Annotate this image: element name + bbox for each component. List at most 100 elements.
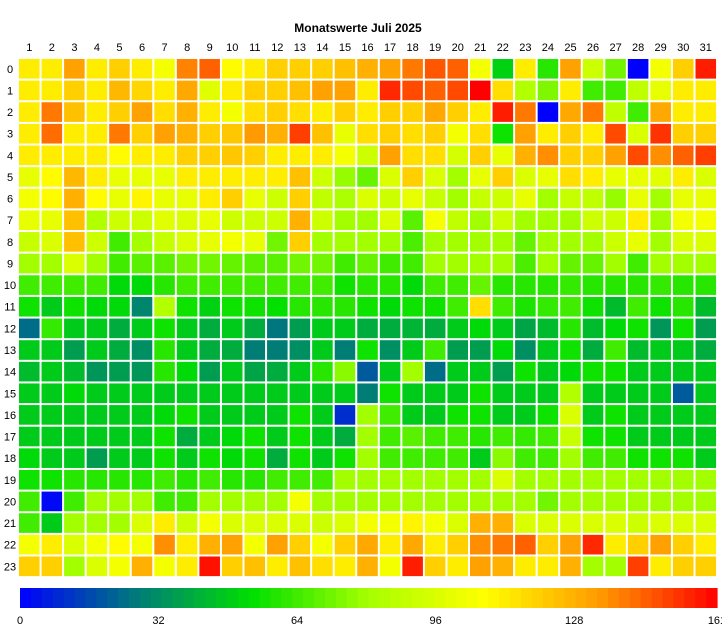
heatmap-cell: [131, 210, 153, 231]
heatmap-cell: [470, 102, 491, 122]
colorbar-segment: [564, 588, 577, 608]
heatmap-cell: [131, 405, 153, 425]
heatmap-cell: [221, 361, 243, 382]
heatmap-cell: [221, 448, 243, 468]
heatmap-cell: [402, 296, 423, 317]
heatmap-cell: [41, 232, 63, 252]
heatmap-cell: [267, 340, 288, 360]
heatmap-cell: [560, 80, 581, 101]
heatmap-cell: [19, 513, 40, 533]
heatmap-cell: [176, 534, 198, 555]
heatmap-cell: [289, 296, 311, 317]
heatmap-cell: [176, 556, 198, 577]
heatmap-cell: [537, 361, 559, 382]
heatmap-cell: [86, 210, 108, 231]
heatmap-cell: [41, 275, 63, 295]
heatmap-cell: [289, 448, 311, 468]
x-tick-label: 16: [361, 42, 373, 54]
heatmap-cell: [379, 167, 401, 187]
heatmap-cell: [199, 232, 220, 252]
colorbar-segment: [128, 588, 141, 608]
heatmap-cell: [86, 491, 108, 512]
heatmap-cell: [267, 361, 288, 382]
heatmap-cell: [650, 534, 671, 555]
heatmap-cell: [109, 405, 130, 425]
heatmap-cell: [492, 232, 514, 252]
heatmap-cell: [267, 383, 288, 404]
heatmap-cell: [86, 340, 108, 360]
heatmap-cell: [582, 80, 604, 101]
heatmap-cell: [672, 426, 694, 447]
heatmap-cell: [672, 275, 694, 295]
heatmap-cell: [537, 318, 559, 339]
colorbar-segment: [314, 588, 326, 608]
heatmap-cell: [379, 296, 401, 317]
heatmap-cell: [560, 340, 581, 360]
heatmap-cell: [605, 556, 626, 577]
x-tick-label: 15: [339, 42, 351, 54]
heatmap-cell: [402, 123, 423, 144]
heatmap-cell: [447, 296, 468, 317]
heatmap-cell: [447, 405, 468, 425]
heatmap-cell: [267, 318, 288, 339]
heatmap-cell: [109, 556, 130, 577]
heatmap-cell: [267, 210, 288, 231]
colorbar-segment: [52, 588, 65, 608]
heatmap-cell: [672, 556, 694, 577]
heatmap-cell: [86, 534, 108, 555]
heatmap-cell: [650, 102, 671, 122]
colorbar-segment: [477, 588, 489, 608]
heatmap-cell: [131, 534, 153, 555]
heatmap-cell: [221, 167, 243, 187]
heatmap-cell: [402, 534, 423, 555]
heatmap-cell: [109, 210, 130, 231]
heatmap-cell: [41, 188, 63, 209]
heatmap-cell: [424, 340, 446, 360]
heatmap-cell: [424, 123, 446, 144]
heatmap-cell: [41, 123, 63, 144]
heatmap-cell: [650, 491, 671, 512]
heatmap-cell: [86, 232, 108, 252]
heatmap-cell: [695, 296, 717, 317]
heatmap-cell: [19, 361, 40, 382]
colorbar-segment: [433, 588, 446, 608]
heatmap-cell: [470, 405, 491, 425]
x-tick-label: 4: [94, 42, 100, 54]
heatmap-cell: [560, 102, 581, 122]
heatmap-cell: [109, 296, 130, 317]
heatmap-cell: [560, 145, 581, 166]
heatmap-cell: [492, 361, 514, 382]
heatmap-cell: [627, 232, 649, 252]
heatmap-cell: [379, 556, 401, 577]
heatmap-cell: [650, 145, 671, 166]
heatmap-cell: [627, 296, 649, 317]
heatmap-cell: [289, 210, 311, 231]
heatmap-cell: [199, 383, 220, 404]
heatmap-cell: [357, 232, 378, 252]
heatmap-cell: [312, 188, 333, 209]
heatmap-cell: [312, 80, 333, 101]
heatmap-cell: [605, 340, 626, 360]
heatmap-cell: [627, 556, 649, 577]
y-tick-label: 21: [4, 518, 16, 530]
heatmap-cell: [334, 210, 356, 231]
heatmap-cell: [402, 469, 423, 490]
colorbar-segment: [379, 588, 391, 608]
heatmap-cell: [515, 102, 536, 122]
heatmap-cell: [560, 188, 581, 209]
heatmap-cell: [470, 80, 491, 101]
heatmap-cell: [154, 556, 175, 577]
heatmap-cell: [267, 534, 288, 555]
heatmap-cell: [402, 102, 423, 122]
heatmap-cell: [424, 188, 446, 209]
heatmap-cell: [627, 167, 649, 187]
heatmap-cell: [86, 253, 108, 274]
heatmap-cell: [560, 534, 581, 555]
heatmap-cell: [19, 491, 40, 512]
heatmap-cell: [221, 232, 243, 252]
heatmap-cell: [199, 361, 220, 382]
heatmap-cell: [334, 253, 356, 274]
heatmap-cell: [334, 469, 356, 490]
heatmap-cell: [627, 275, 649, 295]
